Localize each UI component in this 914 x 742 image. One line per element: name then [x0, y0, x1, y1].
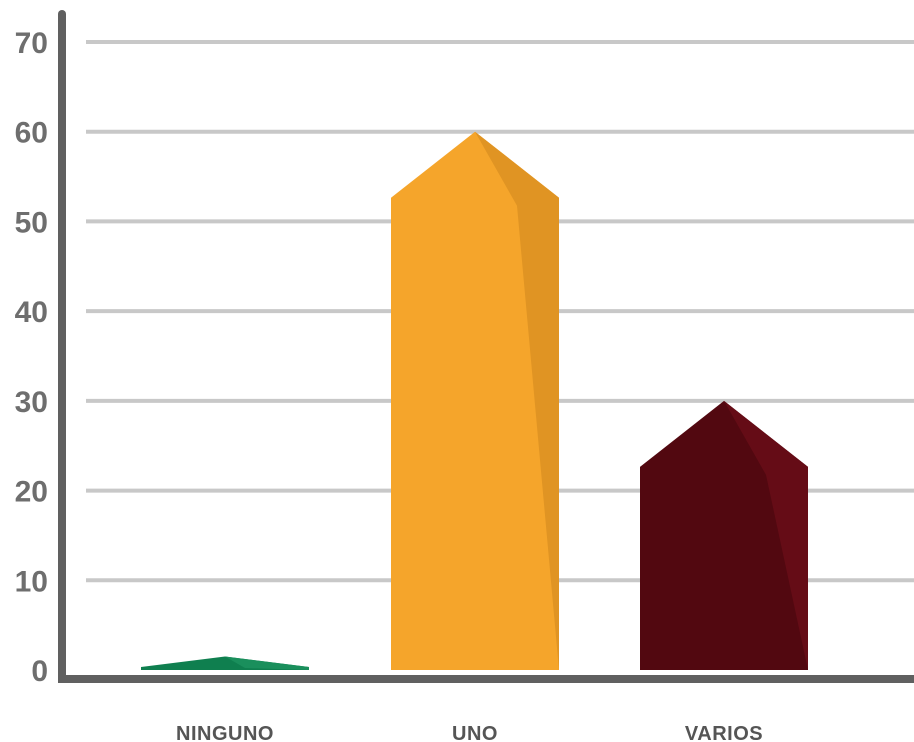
bar-shade — [724, 400, 808, 670]
y-tick-label: 70 — [15, 27, 48, 60]
bar-uno — [391, 131, 559, 670]
y-tick-label: 50 — [15, 206, 48, 239]
x-category-label: NINGUNO — [176, 723, 274, 742]
x-axis-ticks: NINGUNO UNO VARIOS — [176, 723, 763, 742]
y-tick-label: 10 — [15, 565, 48, 598]
bar-ninguno — [141, 656, 309, 670]
x-category-label: VARIOS — [685, 723, 763, 742]
bar-shade — [225, 656, 309, 670]
y-tick-label: 0 — [31, 655, 48, 688]
y-tick-label: 60 — [15, 117, 48, 150]
y-axis-ticks: 0 10 20 30 40 50 60 70 — [15, 27, 48, 688]
bar-body — [391, 131, 559, 670]
bars — [141, 131, 808, 670]
x-category-label: UNO — [452, 723, 498, 742]
y-tick-label: 40 — [15, 296, 48, 329]
bar-varios — [640, 400, 808, 670]
bar-shade — [475, 131, 559, 670]
y-tick-label: 20 — [15, 476, 48, 509]
y-tick-label: 30 — [15, 386, 48, 419]
